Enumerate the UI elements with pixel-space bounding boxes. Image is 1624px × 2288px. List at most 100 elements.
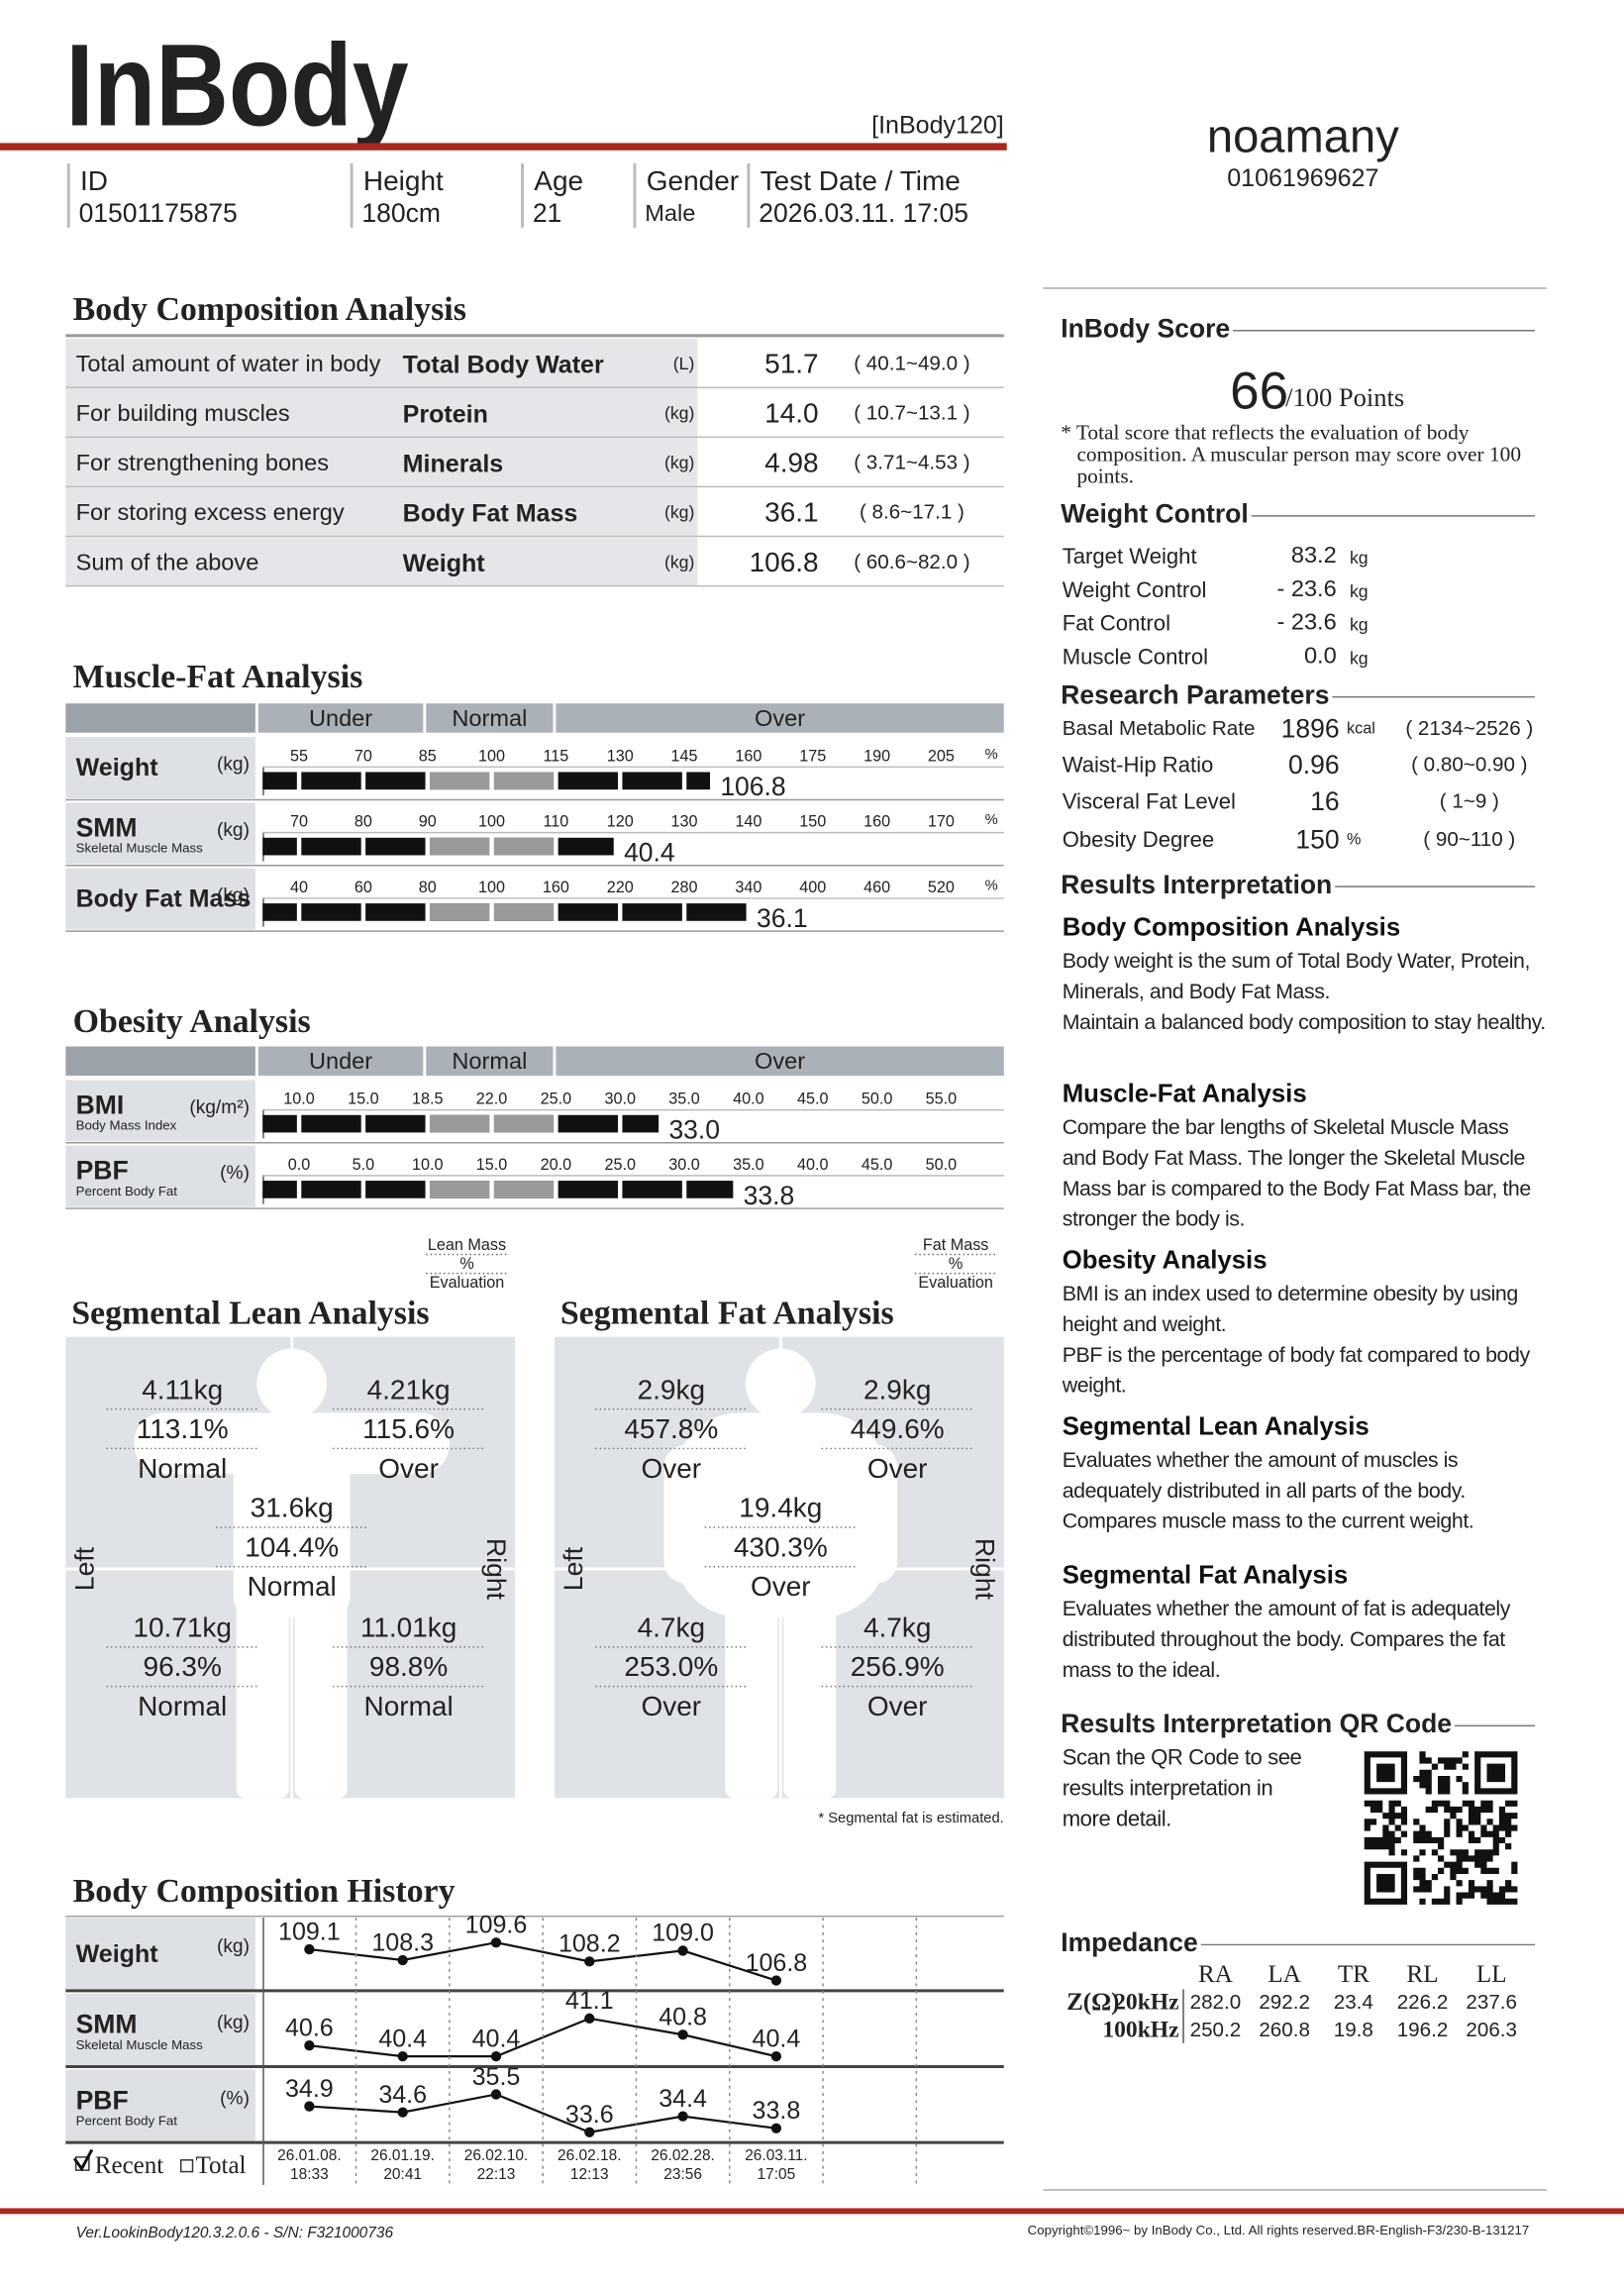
qr-text: Scan the QR Code to see results interpre… [1062, 1745, 1302, 1832]
research-label: Visceral Fat Level [1063, 788, 1236, 813]
tick-label: 460 [863, 879, 890, 896]
tick-label: 205 [928, 747, 955, 765]
impedance-value: 292.2 [1259, 1991, 1310, 2014]
research-label: Obesity Degree [1063, 827, 1215, 852]
segment-percent: 104.4% [245, 1531, 339, 1562]
row-label-shade [65, 1993, 255, 2065]
row-name: PBF [76, 1156, 129, 1186]
history-point [397, 2107, 408, 2118]
tick-label: 145 [671, 747, 698, 765]
segment-mass: 2.9kg [863, 1374, 931, 1404]
row-name: Weight [403, 550, 486, 577]
segment-evaluation: Over [378, 1453, 439, 1484]
row-label-shade [65, 1145, 255, 1207]
segment-mass: 11.01kg [360, 1612, 457, 1642]
history-point [490, 1937, 502, 1948]
row-unit: (%) [220, 2088, 250, 2109]
research-label: Waist-Hip Ratio [1063, 753, 1214, 778]
row-name: SMM [76, 812, 138, 842]
segment-mass: 4.11kg [142, 1374, 223, 1404]
body-trunk [673, 1412, 887, 1617]
legend-text: Fat Mass [923, 1236, 989, 1254]
tick-label: 20.0 [541, 1156, 572, 1174]
row-unit: (kg) [217, 1936, 250, 1957]
side-label: Left [558, 1546, 588, 1591]
segment-mass: 19.4kg [739, 1493, 822, 1523]
row-subtitle: Skeletal Muscle Mass [76, 2037, 204, 2052]
score-value: 66 [1230, 362, 1288, 420]
panel-title: Results Interpretation QR Code [1061, 1709, 1452, 1738]
history-time: 12:13 [570, 2166, 609, 2183]
tick-label: 0.0 [288, 1156, 311, 1174]
interpretation-text: PBF is the percentage of body fat compar… [1062, 1344, 1530, 1399]
impedance-frequency: 100kHz [1102, 2018, 1178, 2043]
history-date: 26.01.08. [277, 2147, 342, 2164]
section-title: Obesity Analysis [73, 1003, 311, 1040]
bar-value: 36.1 [757, 903, 808, 933]
segment-mass: 4.7kg [638, 1612, 705, 1642]
segment-evaluation: Over [751, 1571, 811, 1602]
row-subtitle: Percent Body Fat [76, 1184, 178, 1198]
segment-percent: 449.6% [851, 1413, 945, 1444]
tick-unit: % [985, 812, 998, 828]
segment-mass: 31.6kg [251, 1493, 334, 1523]
row-value: 106.8 [750, 547, 819, 577]
row-name: SMM [76, 2010, 138, 2039]
band-label: Normal [452, 1048, 527, 1074]
tick-label: 280 [671, 879, 698, 896]
impedance-value: 260.8 [1259, 2019, 1310, 2041]
research-range: ( 0.80~0.90 ) [1411, 754, 1527, 777]
band-header [257, 703, 424, 733]
tick-label: 15.0 [476, 1156, 508, 1174]
control-unit: kg [1350, 548, 1369, 568]
row-description: For building muscles [76, 400, 290, 426]
header-rule [0, 143, 1007, 151]
section-title: Body Composition Analysis [73, 291, 466, 328]
interpretation-text: Maintain a balanced body composition to … [1062, 1011, 1547, 1035]
research-unit: kcal [1347, 719, 1375, 737]
tick-label: 160 [863, 813, 890, 831]
segment-mass: 10.71kg [133, 1612, 232, 1642]
history-date: 26.03.11. [745, 2147, 807, 2164]
row-label-shade [65, 1080, 255, 1142]
tick-label: 60 [355, 879, 372, 896]
history-point [490, 2050, 502, 2062]
field-label: Age [534, 165, 583, 196]
segment-percent: 98.8% [369, 1651, 448, 1682]
row-unit: (kg/m²) [189, 1097, 250, 1118]
row-value: 51.7 [764, 348, 818, 378]
control-label: Muscle Control [1063, 645, 1208, 670]
band-label: Over [755, 1048, 805, 1074]
row-name: BMI [76, 1090, 125, 1119]
history-value: 40.6 [285, 2015, 334, 2042]
row-description: For strengthening bones [76, 450, 329, 475]
tick-unit: % [985, 878, 998, 893]
field-value: 01501175875 [79, 198, 238, 228]
control-unit: kg [1350, 649, 1369, 669]
control-unit: kg [1350, 581, 1369, 601]
tick-label: 80 [419, 879, 437, 896]
field-label: Height [363, 165, 444, 196]
history-value: 35.5 [472, 2063, 521, 2091]
impedance-value: 237.6 [1466, 1991, 1517, 2014]
bar-value: 33.8 [744, 1181, 795, 1210]
row-name: Body Fat Mass [403, 500, 578, 528]
band-header [426, 703, 554, 733]
tick-label: 35.0 [733, 1156, 764, 1174]
tick-label: 100 [478, 813, 505, 831]
row-subtitle: Body Mass Index [76, 1118, 177, 1133]
panel-title: Impedance [1061, 1927, 1198, 1957]
row-shade [65, 537, 698, 585]
tick-label: 170 [928, 813, 955, 831]
history-time: 18:33 [290, 2166, 329, 2183]
band-label: Under [309, 705, 372, 731]
tick-label: 340 [735, 879, 761, 896]
panel-title: Weight Control [1061, 499, 1249, 529]
row-unit: (kg) [217, 2013, 250, 2033]
row-label-shade [65, 2069, 255, 2141]
segment-evaluation: Normal [248, 1571, 337, 1602]
history-time: 17:05 [758, 2166, 796, 2183]
history-line [309, 1941, 777, 1982]
